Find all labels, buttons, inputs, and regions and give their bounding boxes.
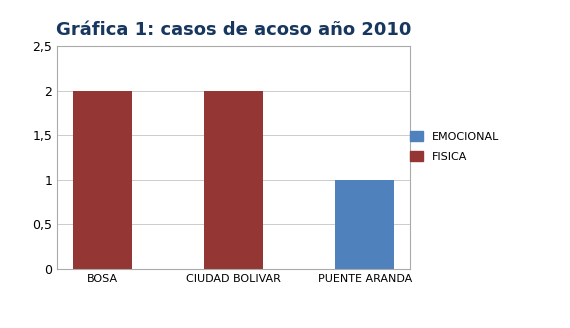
Bar <box>204 91 263 269</box>
Bar <box>335 180 394 269</box>
Legend: EMOCIONAL, FISICA: EMOCIONAL, FISICA <box>405 127 504 166</box>
Bar <box>73 91 132 269</box>
Title: Gráfica 1: casos de acoso año 2010: Gráfica 1: casos de acoso año 2010 <box>56 21 412 39</box>
